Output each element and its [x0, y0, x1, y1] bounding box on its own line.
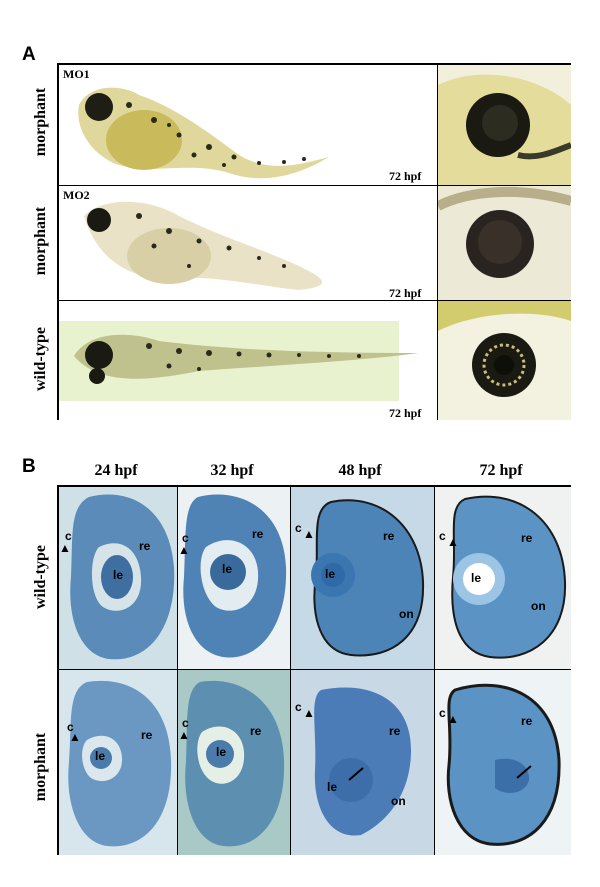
wildtype-stage-label: 72 hpf — [389, 406, 422, 420]
mo1-tag: MO1 — [63, 67, 90, 81]
retina-label: re — [250, 724, 262, 738]
cornea-label: c — [439, 529, 446, 543]
retina-label: re — [389, 724, 401, 738]
lens-label: le — [95, 749, 106, 763]
panel-b-column-divider — [177, 487, 178, 855]
panel-a-row-divider — [59, 300, 571, 301]
cornea-arrowhead: ▲ — [178, 728, 190, 742]
morphant-24hpf-section-image: c ▲ re le — [59, 670, 177, 855]
cornea-arrowhead: ▲ — [178, 543, 190, 557]
cornea-label: c — [67, 720, 74, 734]
wildtype-whole-larva-image — [59, 301, 437, 420]
morphant-48hpf-section-image: c ▲ re le on — [291, 670, 434, 855]
lens-label: le — [471, 571, 482, 585]
mo1-stage-label: 72 hpf — [389, 169, 422, 183]
cornea-arrowhead: ▲ — [447, 535, 459, 549]
optic-nerve-label: on — [391, 794, 406, 808]
cornea-label: c — [182, 531, 189, 545]
panel-a-row-label: morphant — [32, 87, 49, 157]
lens-label: le — [222, 562, 233, 576]
panel-b-column-divider — [290, 487, 291, 855]
column-header-48hpf: 48 hpf — [338, 462, 382, 479]
panel-a-row-label: morphant — [32, 206, 49, 276]
panel-a-letter: A — [22, 44, 36, 65]
retina-label: re — [521, 714, 533, 728]
cornea-label: c — [295, 521, 302, 535]
cornea-arrowhead: ▲ — [303, 527, 315, 541]
mo2-tag: MO2 — [63, 188, 90, 202]
wildtype-32hpf-section-image: c ▲ re le — [178, 487, 290, 669]
morphant-32hpf-section-image: c ▲ re le — [178, 670, 290, 855]
cornea-arrowhead: ▲ — [303, 706, 315, 720]
wildtype-48hpf-section-image: c ▲ re le on — [291, 487, 434, 669]
retina-label: re — [383, 529, 395, 543]
optic-nerve-label: on — [399, 607, 414, 621]
panel-a-row-label: wild-type — [32, 327, 49, 391]
cornea-label: c — [182, 716, 189, 730]
cornea-label: c — [439, 706, 446, 720]
retina-label: re — [252, 527, 264, 541]
wildtype-eye-closeup-image — [438, 301, 571, 420]
panel-b-row-divider — [59, 669, 571, 670]
lens-label: le — [216, 745, 227, 759]
wildtype-72hpf-section-image: c ▲ re le on — [435, 487, 571, 669]
morphant-72hpf-section-image: c ▲ re — [435, 670, 571, 855]
panel-b-row-label: wild-type — [32, 545, 49, 609]
lens-label: le — [327, 780, 338, 794]
panel-b-frame: c ▲ re le c ▲ re le c ▲ re le on — [57, 485, 571, 855]
wildtype-24hpf-section-image: c ▲ re le — [59, 487, 177, 669]
column-header-72hpf: 72 hpf — [479, 462, 523, 479]
panel-a-frame: MO1 72 hpf MO2 72 hpf — [57, 63, 571, 420]
cornea-arrowhead: ▲ — [69, 730, 81, 744]
mo2-stage-label: 72 hpf — [389, 286, 422, 300]
panel-a-column-divider — [437, 65, 438, 420]
retina-label: re — [139, 539, 151, 553]
lens-label: le — [113, 568, 124, 582]
panel-b-letter: B — [22, 456, 36, 477]
mo1-eye-closeup-image — [438, 65, 571, 185]
cornea-arrowhead: ▲ — [447, 712, 459, 726]
panel-b-row-label: morphant — [32, 732, 49, 802]
retina-label: re — [141, 728, 153, 742]
cornea-label: c — [295, 700, 302, 714]
panel-b-column-divider — [434, 487, 435, 855]
panel-a-row-divider — [59, 185, 571, 186]
mo2-whole-larva-image — [59, 186, 437, 300]
mo1-whole-larva-image — [59, 65, 437, 185]
cornea-arrowhead: ▲ — [59, 541, 71, 555]
cornea-label: c — [65, 529, 72, 543]
column-header-24hpf: 24 hpf — [94, 462, 138, 479]
retina-label: re — [521, 531, 533, 545]
column-header-32hpf: 32 hpf — [210, 462, 254, 479]
mo2-eye-closeup-image — [438, 186, 571, 300]
optic-nerve-label: on — [531, 599, 546, 613]
lens-label: le — [325, 567, 336, 581]
